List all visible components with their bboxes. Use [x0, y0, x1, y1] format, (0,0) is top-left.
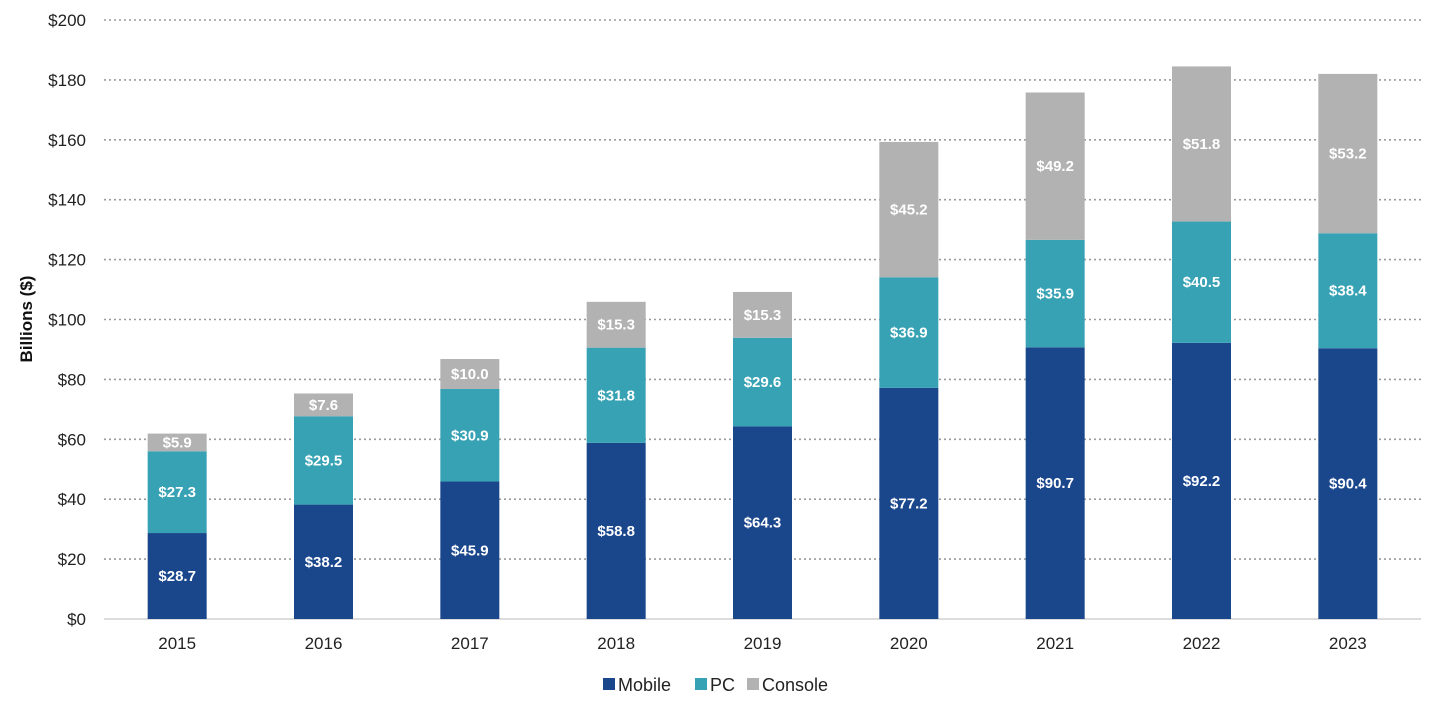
legend-swatch-mobile [603, 678, 615, 690]
bar-segment-console-2016 [294, 393, 353, 417]
bar-segment-mobile-2015 [147, 533, 207, 619]
data-label-console-2018: $15.3 [597, 317, 635, 334]
bar-segment-console-2022 [1172, 66, 1231, 222]
bar-segment-console-2021 [1025, 92, 1085, 240]
bar-segment-pc-2018 [586, 347, 646, 443]
bar-segment-mobile-2022 [1172, 342, 1231, 619]
x-tick-label: 2022 [1183, 634, 1221, 653]
x-tick-label: 2018 [597, 634, 635, 653]
legend-swatch-pc [695, 678, 707, 690]
y-tick-label: $20 [58, 550, 86, 569]
bar-segment-console-2020 [879, 141, 939, 278]
data-label-mobile-2017: $45.9 [451, 542, 489, 559]
x-tick-label: 2020 [890, 634, 928, 653]
bar-segment-pc-2015 [147, 451, 207, 534]
bar-segment-pc-2020 [879, 277, 939, 388]
y-tick-label: $200 [48, 11, 86, 30]
data-label-mobile-2021: $90.7 [1036, 475, 1074, 492]
y-axis: $0 $20 $40 $60 $80 $100 $120 $140 $160 $180 $200 [48, 11, 86, 629]
bar-segment-mobile-2017 [440, 481, 500, 619]
x-tick-label: 2023 [1329, 634, 1367, 653]
bar-segment-console-2018 [586, 301, 646, 348]
data-label-mobile-2022: $92.2 [1183, 473, 1221, 490]
data-labels: $28.7 $27.3 $5.9 $38.2 $29.5 $7.6 $45.9 $30.9 $1… [158, 136, 1367, 585]
data-label-console-2020: $45.2 [890, 202, 928, 219]
bar-segment-mobile-2021 [1025, 347, 1085, 619]
y-tick-label: $60 [58, 430, 86, 449]
bars [147, 66, 1378, 619]
x-tick-label: 2019 [744, 634, 782, 653]
data-label-pc-2023: $38.4 [1329, 283, 1367, 300]
data-label-pc-2019: $29.6 [744, 374, 782, 391]
data-label-mobile-2023: $90.4 [1329, 476, 1367, 493]
bar-segment-pc-2022 [1172, 221, 1231, 343]
bar-segment-pc-2019 [733, 337, 792, 427]
data-label-mobile-2015: $28.7 [158, 568, 196, 585]
y-tick-label: $40 [58, 490, 86, 509]
legend-label-console: Console [762, 675, 828, 695]
bar-segment-console-2023 [1318, 73, 1378, 234]
y-tick-label: $140 [48, 191, 86, 210]
data-label-console-2022: $51.8 [1183, 136, 1221, 153]
data-label-pc-2016: $29.5 [305, 452, 343, 469]
legend-swatch-console [747, 678, 759, 690]
data-label-console-2016: $7.6 [309, 397, 338, 414]
data-label-console-2021: $49.2 [1036, 158, 1074, 175]
data-label-mobile-2018: $58.8 [597, 523, 635, 540]
data-label-mobile-2016: $38.2 [305, 554, 343, 571]
data-label-console-2023: $53.2 [1329, 146, 1367, 163]
data-label-pc-2017: $30.9 [451, 427, 489, 444]
bar-segment-pc-2016 [294, 416, 353, 505]
bar-segment-mobile-2018 [586, 442, 646, 619]
bar-segment-console-2017 [440, 359, 500, 389]
data-label-pc-2021: $35.9 [1036, 286, 1074, 303]
data-label-pc-2022: $40.5 [1183, 274, 1221, 291]
x-tick-label: 2021 [1036, 634, 1074, 653]
bar-segment-mobile-2020 [879, 387, 939, 619]
legend[interactable]: Mobile PC Console [603, 675, 828, 695]
y-tick-label: $180 [48, 71, 86, 90]
y-tick-label: $80 [58, 370, 86, 389]
data-label-pc-2015: $27.3 [158, 484, 196, 501]
bar-segment-console-2019 [733, 291, 792, 338]
data-label-mobile-2019: $64.3 [744, 515, 782, 532]
data-label-console-2019: $15.3 [744, 307, 782, 324]
legend-label-pc: PC [710, 675, 735, 695]
bar-segment-pc-2023 [1318, 233, 1378, 349]
x-tick-label: 2017 [451, 634, 489, 653]
bar-segment-console-2015 [147, 433, 207, 452]
bar-segment-mobile-2016 [294, 504, 353, 619]
data-label-mobile-2020: $77.2 [890, 495, 928, 512]
data-label-pc-2018: $31.8 [597, 387, 635, 404]
y-axis-title: Billions ($) [17, 276, 36, 363]
x-tick-label: 2016 [305, 634, 343, 653]
x-axis: 2015 2016 2017 2018 2019 2020 2021 2022 2023 [158, 634, 1366, 653]
data-label-console-2017: $10.0 [451, 366, 489, 383]
bar-segment-mobile-2023 [1318, 348, 1378, 619]
bar-segment-pc-2017 [440, 388, 500, 482]
y-tick-label: $120 [48, 251, 86, 270]
bar-segment-mobile-2019 [733, 426, 792, 619]
data-label-pc-2020: $36.9 [890, 325, 928, 342]
data-label-console-2015: $5.9 [163, 434, 192, 451]
legend-label-mobile: Mobile [618, 675, 671, 695]
x-tick-label: 2015 [158, 634, 196, 653]
y-tick-label: $160 [48, 131, 86, 150]
y-tick-label: $100 [48, 311, 86, 330]
y-tick-label: $0 [67, 610, 86, 629]
bar-segment-pc-2021 [1025, 239, 1085, 348]
